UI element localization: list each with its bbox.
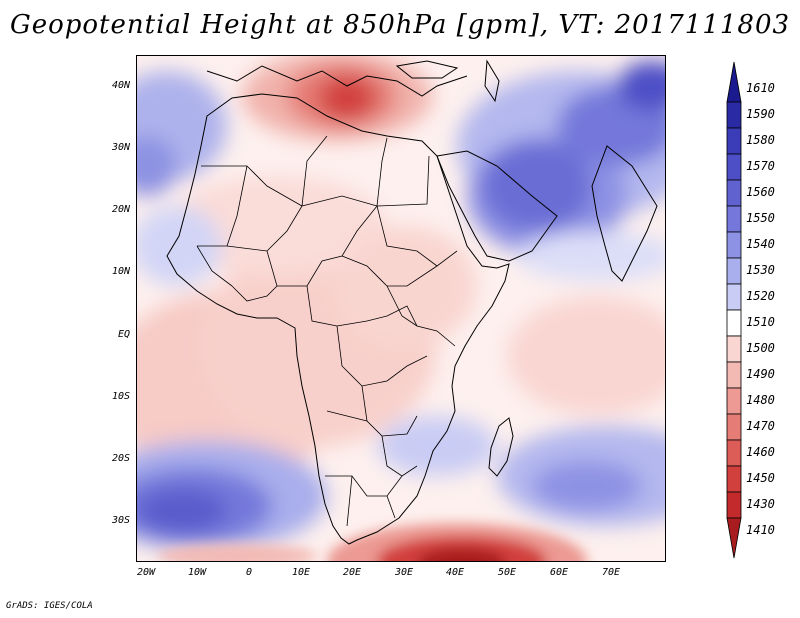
coastlines	[166, 59, 658, 545]
lat-label-eq: EQ	[117, 329, 130, 340]
colorbar-swatch-1590	[726, 101, 742, 129]
colorbar-label-1460: 1460	[746, 445, 775, 459]
colorbar-swatch-1460	[726, 439, 742, 467]
colorbar	[726, 61, 742, 559]
colorbar-swatch-1470	[726, 413, 742, 441]
lat-label-10s: 10S	[111, 391, 130, 402]
africa-coastline	[166, 93, 510, 545]
colorbar-swatch-1480	[726, 387, 742, 415]
colorbar-swatch-1570	[726, 153, 742, 181]
lon-label-10e: 10E	[291, 567, 311, 578]
colorbar-swatch-1560	[726, 179, 742, 207]
grads-credit: GrADS: IGES/COLA	[6, 601, 93, 611]
lon-label-20w: 20W	[136, 567, 156, 578]
lon-label-60e: 60E	[549, 567, 569, 578]
lon-label-40e: 40E	[445, 567, 465, 578]
colorbar-swatch-1530	[726, 257, 742, 285]
lat-label-30s: 30S	[111, 515, 130, 526]
india-coastline	[591, 145, 658, 282]
pressure-shading	[137, 56, 665, 551]
colorbar-label-1450: 1450	[746, 471, 775, 485]
colorbar-swatch-1450	[726, 465, 742, 493]
colorbar-label-1590: 1590	[746, 107, 775, 121]
colorbar-swatch-1550	[726, 205, 742, 233]
colorbar-label-1560: 1560	[746, 185, 775, 199]
arabia-coastline	[436, 150, 558, 262]
colorbar-swatch-1540	[726, 231, 742, 259]
madagascar-coastline	[488, 417, 514, 477]
colorbar-swatch-1510	[726, 309, 742, 337]
lat-label-20s: 20S	[111, 453, 130, 464]
lat-label-20n: 20N	[111, 204, 130, 215]
lon-label-30e: 30E	[394, 567, 414, 578]
colorbar-label-1490: 1490	[746, 367, 775, 381]
colorbar-label-1570: 1570	[746, 159, 775, 173]
colorbar-label-1520: 1520	[746, 289, 775, 303]
colorbar-label-1610: 1610	[746, 81, 775, 95]
colorbar-swatch-1490	[726, 361, 742, 389]
colorbar-label-1470: 1470	[746, 419, 775, 433]
colorbar-label-1530: 1530	[746, 263, 775, 277]
colorbar-label-1540: 1540	[746, 237, 775, 251]
lat-label-10n: 10N	[111, 266, 130, 277]
colorbar-swatch-1430	[726, 491, 742, 519]
colorbar-label-1430: 1430	[746, 497, 775, 511]
lon-label-50e: 50E	[497, 567, 517, 578]
colorbar-swatch-1580	[726, 127, 742, 155]
lat-label-30n: 30N	[111, 142, 130, 153]
lon-label-0: 0	[245, 567, 253, 578]
southern-low-shading	[157, 523, 587, 561]
map-panel	[136, 55, 666, 562]
caspian-coastline	[484, 59, 500, 103]
colorbar-label-1410: 1410	[746, 523, 775, 537]
chart-title: Geopotential Height at 850hPa [gpm], VT:…	[9, 10, 791, 40]
lon-label-70e: 70E	[601, 567, 621, 578]
europe-coastline	[206, 65, 468, 97]
lon-label-10w: 10W	[187, 567, 207, 578]
colorbar-label-1480: 1480	[746, 393, 775, 407]
height-field-map	[137, 56, 665, 561]
colorbar-label-1500: 1500	[746, 341, 775, 355]
colorbar-swatch-1610	[726, 61, 742, 103]
black-sea-coastline	[395, 60, 459, 79]
colorbar-label-1550: 1550	[746, 211, 775, 225]
country-borders	[196, 135, 458, 527]
colorbar-label-1580: 1580	[746, 133, 775, 147]
lon-label-20e: 20E	[342, 567, 362, 578]
colorbar-swatch-1520	[726, 283, 742, 311]
colorbar-swatches	[726, 61, 742, 559]
colorbar-swatch-1500	[726, 335, 742, 363]
colorbar-swatch-1410	[726, 517, 742, 559]
colorbar-label-1510: 1510	[746, 315, 775, 329]
lat-label-40n: 40N	[111, 80, 130, 91]
